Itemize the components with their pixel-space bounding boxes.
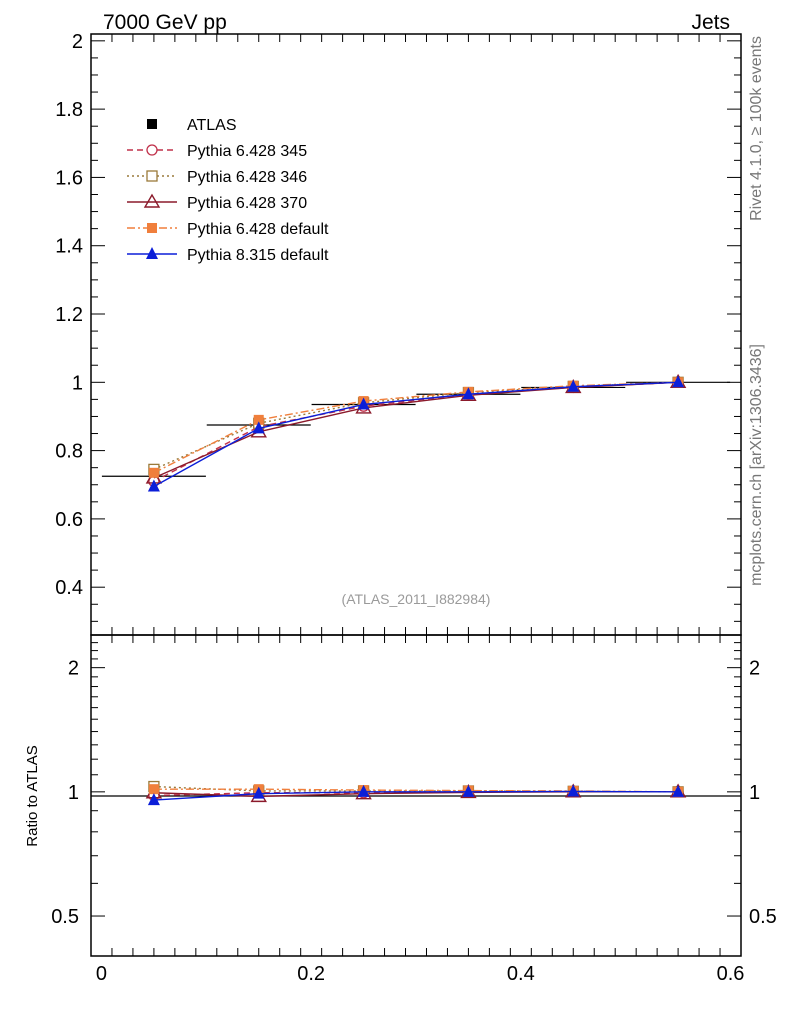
- main-point-pythia-6-428-default: [253, 414, 264, 425]
- ratio-series-group: [145, 780, 687, 806]
- main-axis-ticks: 0.4 0.6 0.8 1 1.2 1.4 1.6 1.8 2: [55, 31, 741, 622]
- x-tick-label: 0.4: [507, 963, 535, 985]
- title-right: Jets: [691, 11, 730, 34]
- main-line-pythia-8-315-default: [153, 381, 679, 488]
- ratio-point-pythia-8-315-default: [252, 786, 265, 799]
- main-point-pythia-8-315-default: [462, 387, 475, 400]
- legend-label-pythia-8-315-default: Pythia 8.315 default: [187, 247, 329, 264]
- main-point-pythia-8-315-default: [672, 375, 685, 388]
- ratio-frame: [90, 634, 742, 957]
- ratio-ylabel: Ratio to ATLAS: [24, 745, 41, 846]
- ratio-axis-ticks: 0.5 0.5 1 1 2 2: [51, 642, 777, 957]
- legend-marker-pythia-6-428-346: [146, 170, 158, 182]
- main-point-pythia-8-315-default: [357, 397, 370, 410]
- main-panel: 0.4 0.6 0.8 1 1.2 1.4 1.6 1.8 2 ATLAS Pythia 6.42…: [55, 31, 742, 636]
- ratio-y-tick-label-right: 1: [749, 782, 760, 804]
- legend-label-atlas: ATLAS: [187, 117, 237, 134]
- title-left: 7000 GeV pp: [103, 11, 227, 34]
- x-tick-labels: 0 0.2 0.4 0.6: [90, 34, 745, 985]
- ratio-line-pythia-8-315-default: [153, 790, 679, 801]
- legend-marker-pythia-6-428-default: [147, 223, 157, 233]
- legend-entry-pythia-6-428-345: Pythia 6.428 345: [127, 143, 307, 160]
- main-line-pythia-6-428-346: [153, 381, 679, 471]
- legend-label-pythia-6-428-370: Pythia 6.428 370: [187, 195, 307, 212]
- main-y-tick-label: 0.4: [55, 577, 83, 599]
- main-y-tick-label: 2: [72, 31, 83, 53]
- ratio-point-pythia-8-315-default: [567, 784, 580, 797]
- ratio-point-pythia-8-315-default: [672, 784, 685, 797]
- analysis-label: (ATLAS_2011_I882984): [342, 591, 491, 607]
- main-y-tick-label: 1.8: [55, 99, 83, 121]
- ratio-y-tick-label-left: 1: [68, 782, 79, 804]
- main-line-pythia-6-428-default: [153, 381, 679, 474]
- legend-entry-pythia-6-428-370: Pythia 6.428 370: [127, 193, 307, 212]
- main-y-tick-label: 1.6: [55, 167, 83, 189]
- x-tick-label: 0: [96, 963, 107, 985]
- main-y-tick-label: 0.8: [55, 441, 83, 463]
- ratio-panel: 0.5 0.5 1 1 2 2 Ratio to ATLAS: [24, 634, 777, 957]
- legend-entry-pythia-8-315-default: Pythia 8.315 default: [127, 247, 329, 264]
- main-point-pythia-8-315-default: [567, 379, 580, 392]
- main-y-tick-label: 1.2: [55, 304, 83, 326]
- legend-marker-pythia-6-428-370: [143, 193, 161, 208]
- ratio-y-tick-label-left: 2: [68, 658, 79, 680]
- x-tick-label: 0.2: [297, 963, 325, 985]
- ratio-point-pythia-8-315-default: [147, 793, 160, 806]
- x-tick-label: 0.6: [717, 963, 745, 985]
- main-point-pythia-8-315-default: [147, 479, 160, 492]
- legend-marker-pythia-6-428-345: [146, 144, 158, 156]
- legend-label-pythia-6-428-346: Pythia 6.428 346: [187, 169, 307, 186]
- ratio-y-tick-label-right: 0.5: [749, 906, 777, 928]
- main-point-pythia-8-315-default: [252, 421, 265, 434]
- legend-label-pythia-6-428-default: Pythia 6.428 default: [187, 221, 329, 238]
- legend-entry-pythia-6-428-default: Pythia 6.428 default: [127, 221, 329, 238]
- main-point-pythia-6-428-default: [148, 467, 159, 478]
- main-y-tick-label: 0.6: [55, 509, 83, 531]
- ratio-point-pythia-6-428-default: [148, 784, 159, 795]
- legend: ATLAS Pythia 6.428 345 Pythia 6.428 346 Pyt…: [127, 117, 329, 264]
- main-series-pythia-6-428-345: [148, 376, 684, 487]
- ratio-series-pythia-6-428-370: [145, 783, 687, 803]
- main-series-atlas: [101, 377, 731, 482]
- main-y-tick-label: 1.4: [55, 236, 83, 258]
- main-series-group: [101, 373, 731, 492]
- ratio-point-pythia-8-315-default: [357, 784, 370, 797]
- legend-label-pythia-6-428-345: Pythia 6.428 345: [187, 143, 307, 160]
- main-series-pythia-6-428-370: [145, 373, 687, 484]
- ratio-series-pythia-8-315-default: [147, 784, 685, 806]
- main-series-pythia-8-315-default: [147, 375, 685, 492]
- legend-entry-atlas: ATLAS: [147, 117, 237, 134]
- main-y-tick-label: 1: [72, 372, 83, 394]
- legend-marker-atlas: [147, 119, 157, 129]
- ratio-point-pythia-8-315-default: [462, 784, 475, 797]
- side-label-bottom: mcplots.cern.ch [arXiv:1306.3436]: [748, 344, 765, 586]
- legend-marker-pythia-8-315-default: [146, 247, 158, 259]
- ratio-y-tick-label-left: 0.5: [51, 906, 79, 928]
- legend-entry-pythia-6-428-346: Pythia 6.428 346: [127, 169, 307, 186]
- ratio-y-tick-label-right: 2: [749, 658, 760, 680]
- side-label-top: Rivet 4.1.0, ≥ 100k events: [748, 36, 765, 221]
